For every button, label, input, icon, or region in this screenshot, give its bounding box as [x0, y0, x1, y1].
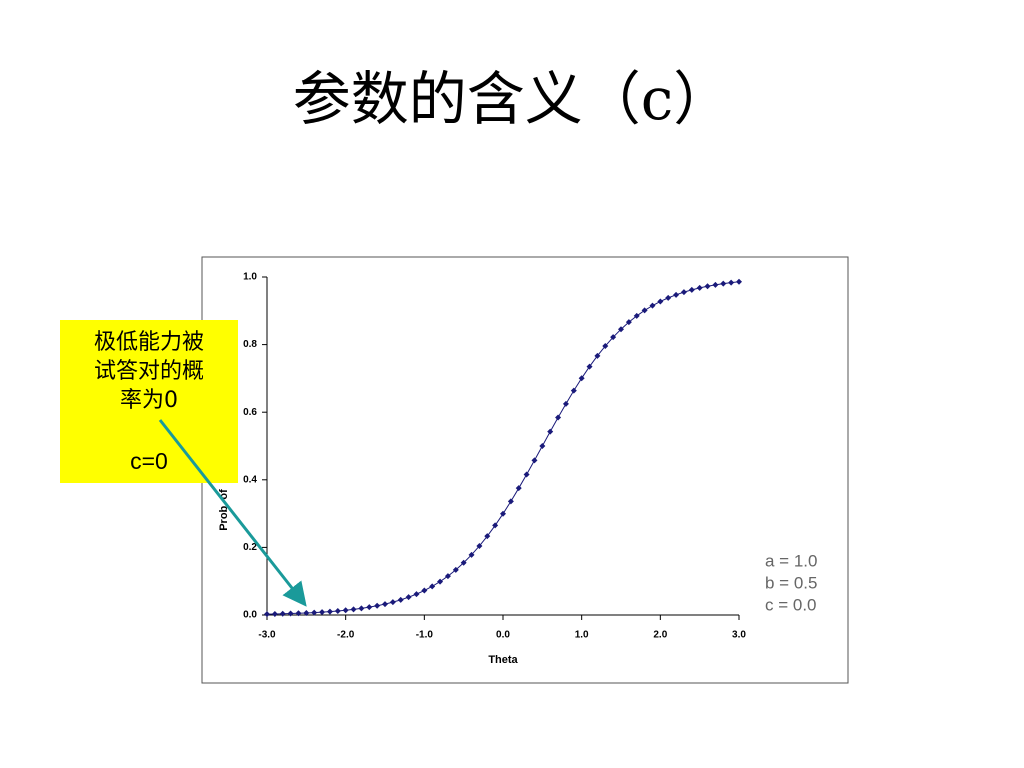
marker	[602, 343, 609, 350]
marker	[389, 599, 396, 606]
marker	[350, 606, 357, 613]
marker	[460, 559, 467, 566]
marker	[578, 375, 585, 382]
marker	[586, 363, 593, 370]
marker	[539, 443, 546, 449]
marker	[452, 566, 459, 573]
y-tick-label: 1.0	[243, 272, 257, 283]
marker	[507, 498, 514, 505]
marker	[610, 334, 617, 341]
y-tick-label: 0.8	[243, 339, 257, 350]
parameter-label: c = 0.0	[765, 595, 817, 614]
marker	[397, 596, 404, 603]
marker	[287, 610, 294, 617]
x-tick-label: -3.0	[258, 630, 276, 641]
marker	[366, 604, 373, 611]
marker	[342, 607, 349, 614]
marker	[515, 485, 522, 492]
marker	[673, 291, 680, 298]
marker	[476, 542, 483, 549]
parameter-label: b = 0.5	[765, 573, 817, 592]
marker	[523, 471, 530, 478]
marker	[484, 533, 491, 540]
marker	[680, 289, 687, 296]
x-tick-label: -1.0	[416, 630, 434, 641]
marker	[688, 286, 695, 293]
y-tick-label: 0.2	[243, 542, 257, 553]
marker	[382, 601, 388, 608]
marker	[319, 609, 326, 616]
x-tick-label: 3.0	[732, 630, 746, 641]
marker	[271, 610, 278, 617]
marker	[712, 281, 719, 288]
marker	[358, 605, 365, 612]
marker	[468, 551, 475, 558]
x-tick-label: 2.0	[653, 630, 667, 641]
marker	[728, 279, 735, 286]
marker	[665, 294, 672, 301]
marker	[531, 457, 538, 464]
marker	[594, 352, 601, 359]
marker	[311, 609, 318, 616]
marker	[720, 280, 727, 287]
marker	[334, 607, 341, 614]
marker	[570, 387, 577, 394]
x-tick-label: -2.0	[337, 630, 355, 641]
slide-title: 参数的含义（c）	[292, 65, 732, 133]
marker	[657, 298, 664, 305]
marker	[633, 312, 640, 319]
marker	[618, 326, 624, 333]
marker	[405, 594, 412, 601]
marker	[547, 428, 554, 435]
marker	[500, 510, 506, 517]
y-axis-label: Prob. of	[218, 489, 230, 531]
marker	[279, 610, 286, 617]
callout-label: c=0	[130, 448, 168, 474]
marker	[562, 400, 569, 407]
marker	[264, 611, 270, 618]
marker	[649, 302, 656, 309]
marker	[326, 608, 333, 615]
marker	[413, 591, 420, 598]
x-tick-label: 1.0	[575, 630, 589, 641]
marker	[437, 578, 444, 585]
marker	[444, 573, 451, 580]
marker	[696, 284, 703, 291]
marker	[429, 583, 436, 590]
marker	[492, 522, 499, 529]
marker	[421, 587, 428, 594]
chart-frame	[201, 256, 849, 684]
marker	[641, 307, 648, 314]
marker	[704, 283, 711, 290]
y-tick-label: 0.4	[243, 474, 257, 485]
marker	[736, 278, 742, 285]
x-tick-label: 0.0	[496, 630, 510, 641]
marker	[303, 609, 310, 616]
marker	[295, 610, 302, 617]
marker	[374, 602, 381, 609]
callout: 极低能力被试答对的概率为0 c=0	[60, 320, 238, 483]
marker	[625, 319, 632, 326]
callout-text: 极低能力被试答对的概率为0	[93, 330, 204, 413]
parameter-label: a = 1.0	[765, 551, 817, 570]
y-tick-label: 0.0	[243, 610, 257, 621]
marker	[555, 414, 562, 421]
y-tick-label: 0.6	[243, 407, 257, 418]
x-axis-label: Theta	[488, 654, 518, 666]
